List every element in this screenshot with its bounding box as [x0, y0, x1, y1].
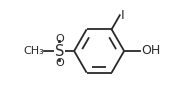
- Text: O: O: [55, 58, 64, 68]
- Text: CH₃: CH₃: [23, 46, 44, 56]
- Text: O: O: [55, 34, 64, 44]
- Text: I: I: [120, 9, 124, 22]
- Text: OH: OH: [141, 44, 160, 58]
- Text: S: S: [55, 43, 64, 59]
